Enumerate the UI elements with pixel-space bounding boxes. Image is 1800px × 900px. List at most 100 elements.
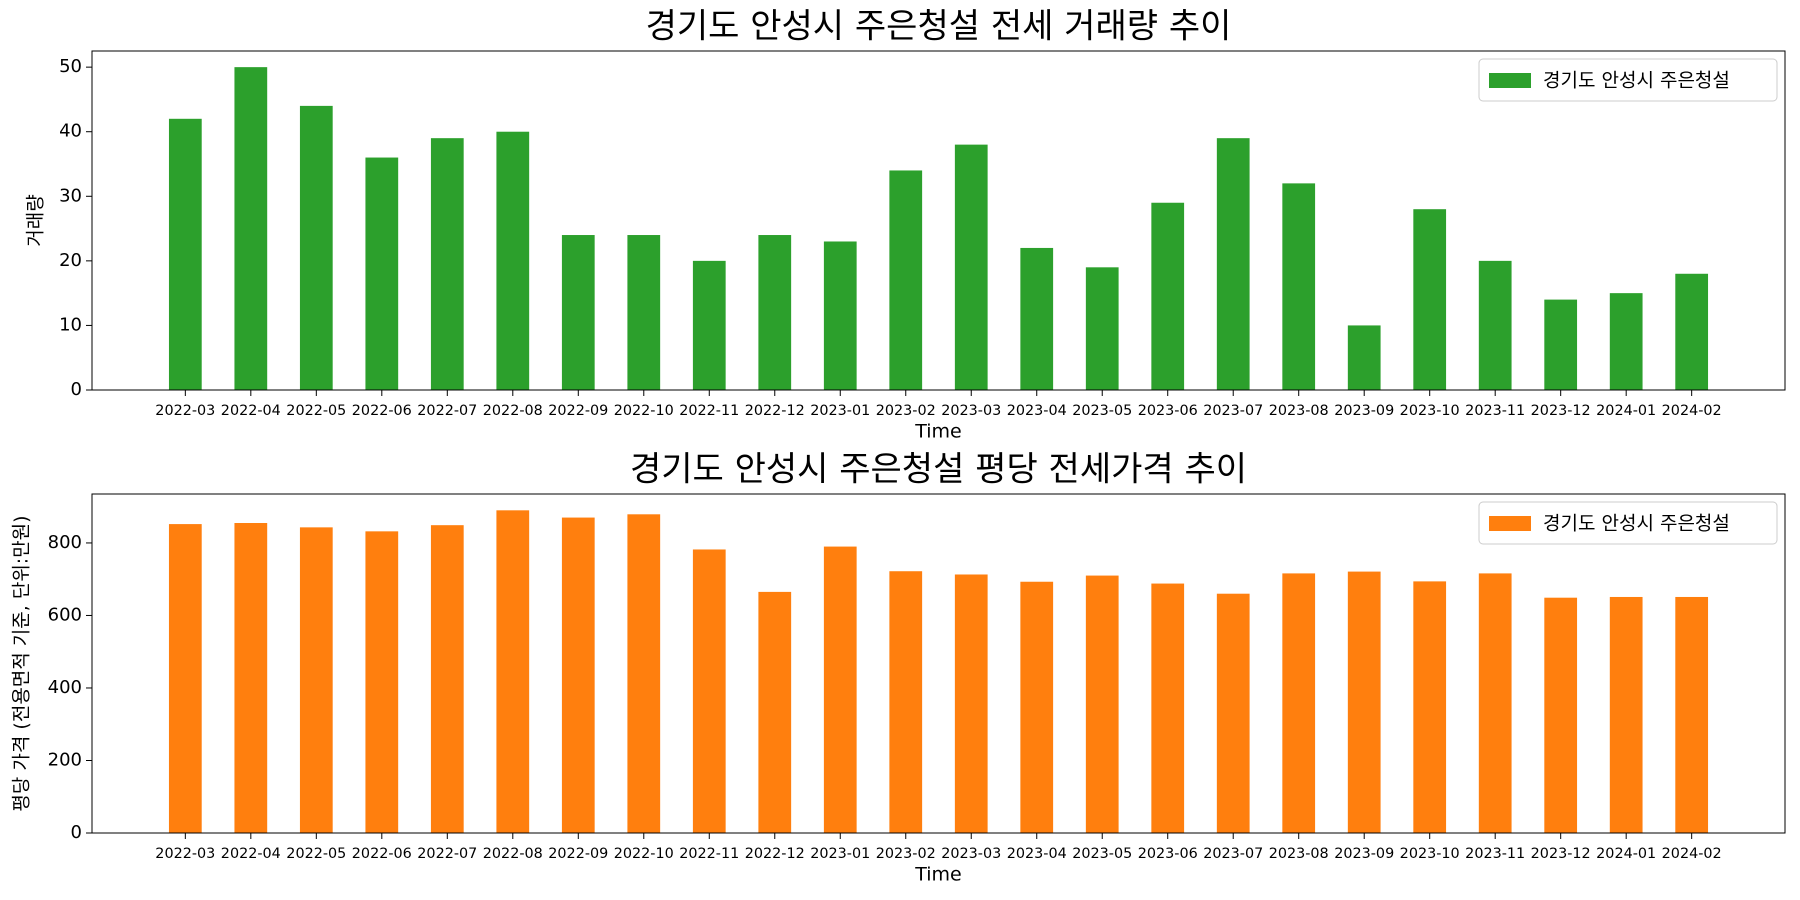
- x-tick-label: 2022-05: [286, 846, 346, 862]
- x-tick-label: 2023-08: [1269, 403, 1329, 419]
- y-tick-label: 10: [59, 314, 82, 335]
- x-tick-label: 2024-01: [1596, 846, 1656, 862]
- subplot-1: 경기도 안성시 주은청설 전세 거래량 추이 0 10 20 30 40 50 2022-03…: [25, 7, 1786, 443]
- bar: [1020, 581, 1054, 833]
- bar: [234, 523, 268, 833]
- bar: [954, 144, 988, 390]
- x-tick-label: 2023-12: [1531, 846, 1591, 862]
- bar: [889, 571, 923, 833]
- bar: [758, 235, 792, 390]
- bar: [1609, 596, 1643, 833]
- bar: [299, 105, 333, 390]
- x-tick-label: 2022-03: [155, 846, 215, 862]
- x-tick-label: 2023-05: [1072, 846, 1132, 862]
- bar: [1413, 209, 1447, 390]
- bar: [1544, 299, 1578, 390]
- x-tick-label: 2023-10: [1400, 403, 1460, 419]
- x-tick-label: 2022-08: [483, 846, 543, 862]
- x-tick-label: 2023-09: [1334, 846, 1394, 862]
- bar: [1282, 573, 1316, 833]
- bar: [627, 514, 661, 833]
- y-axis-label: 거래량: [25, 194, 47, 246]
- x-tick-label: 2022-12: [745, 403, 805, 419]
- x-tick-label: 2023-06: [1138, 846, 1198, 862]
- x-tick-label: 2023-03: [941, 846, 1001, 862]
- y-tick-label: 0: [71, 822, 82, 843]
- x-tick-label: 2022-04: [221, 846, 281, 862]
- bar: [430, 138, 464, 390]
- bar: [496, 510, 530, 833]
- bar: [1413, 581, 1447, 833]
- legend: 경기도 안성시 주은청설: [1478, 501, 1778, 545]
- bar: [758, 591, 792, 833]
- x-tick-label: 2022-06: [352, 846, 412, 862]
- subplot-2: 경기도 안성시 주은청설 평당 전세가격 추이 0 200 400 600 800 2022…: [11, 450, 1786, 886]
- legend-box: [1478, 58, 1778, 102]
- x-tick-label: 2024-02: [1662, 403, 1722, 419]
- axes-frame: [91, 493, 1786, 834]
- x-tick-label: 2022-12: [745, 846, 805, 862]
- x-tick-label: 2023-07: [1203, 846, 1263, 862]
- bar: [1085, 575, 1119, 833]
- x-tick-label: 2022-09: [548, 403, 608, 419]
- legend-box: [1478, 501, 1778, 545]
- x-tick-label: 2022-06: [352, 403, 412, 419]
- x-tick-label: 2023-06: [1138, 403, 1198, 419]
- y-axis-label: 평당 가격 (전용면적 기준, 단위:만원): [11, 515, 33, 811]
- y-tick-label: 30: [59, 185, 82, 206]
- bar: [1347, 325, 1381, 390]
- bar: [496, 131, 530, 390]
- x-tick-label: 2024-02: [1662, 846, 1722, 862]
- x-tick-label: 2023-11: [1465, 403, 1525, 419]
- y-tick-label: 200: [48, 749, 82, 770]
- bar: [1020, 247, 1054, 390]
- x-tick-label: 2023-11: [1465, 846, 1525, 862]
- x-tick-label: 2022-11: [679, 403, 739, 419]
- bar: [889, 170, 923, 390]
- axes-frame: [91, 50, 1786, 391]
- x-tick-label: 2023-03: [941, 403, 1001, 419]
- x-tick-label: 2022-11: [679, 846, 739, 862]
- bar: [1347, 571, 1381, 833]
- bar: [1085, 267, 1119, 390]
- x-tick-label: 2022-03: [155, 403, 215, 419]
- y-tick-label: 0: [71, 379, 82, 400]
- legend-label: 경기도 안성시 주은청설: [1543, 513, 1730, 535]
- x-axis-label: Time: [914, 421, 962, 443]
- bar: [627, 235, 661, 390]
- bar: [692, 260, 726, 390]
- x-axis-label: Time: [914, 864, 962, 886]
- x-tick-label: 2023-01: [810, 846, 870, 862]
- bar: [561, 235, 595, 390]
- x-tick-label: 2023-09: [1334, 403, 1394, 419]
- bar: [299, 527, 333, 833]
- bar: [561, 517, 595, 833]
- bar: [1151, 583, 1185, 833]
- bar: [823, 241, 857, 390]
- x-tick-label: 2022-04: [221, 403, 281, 419]
- y-tick-label: 40: [59, 121, 82, 142]
- x-tick-label: 2023-04: [1007, 403, 1067, 419]
- bar: [1151, 202, 1185, 390]
- x-tick-label: 2023-07: [1203, 403, 1263, 419]
- bar: [1478, 573, 1512, 833]
- x-tick-label: 2022-05: [286, 403, 346, 419]
- y-tick-label: 50: [59, 56, 82, 77]
- x-tick-label: 2023-05: [1072, 403, 1132, 419]
- bar: [1478, 260, 1512, 390]
- bar: [430, 525, 464, 833]
- chart-title: 경기도 안성시 주은청설 전세 거래량 추이: [646, 7, 1232, 47]
- x-tick-label: 2022-09: [548, 846, 608, 862]
- bar: [234, 67, 268, 391]
- y-tick-label: 800: [48, 532, 82, 553]
- x-tick-label: 2024-01: [1596, 403, 1656, 419]
- bar: [1544, 597, 1578, 833]
- x-tick-label: 2023-12: [1531, 403, 1591, 419]
- x-tick-label: 2023-02: [876, 846, 936, 862]
- y-tick-label: 400: [48, 677, 82, 698]
- y-tick-label: 600: [48, 604, 82, 625]
- x-tick-label: 2022-07: [417, 403, 477, 419]
- bar: [168, 118, 202, 391]
